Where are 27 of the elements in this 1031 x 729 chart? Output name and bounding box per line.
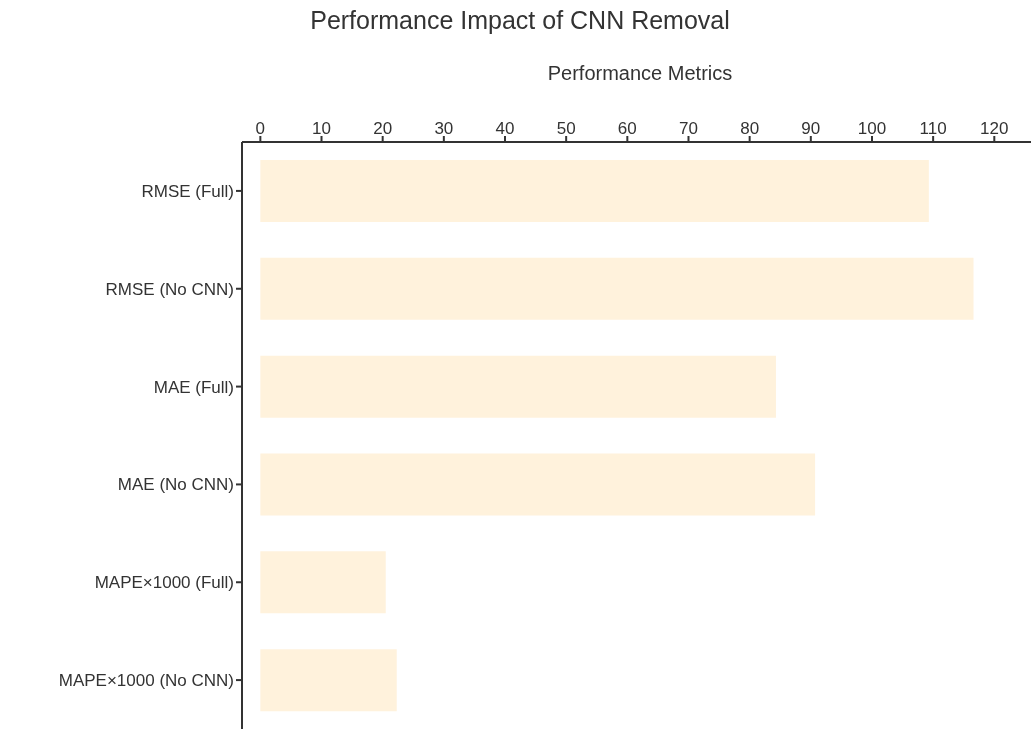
y-tick-label: MAPE×1000 (Full) [94,573,234,593]
x-tick-label: 90 [801,119,821,138]
bar [260,160,929,222]
x-tick-label: 30 [434,119,454,138]
chart-title: Performance Impact of CNN Removal [309,6,731,35]
x-tick-label: 50 [556,119,576,138]
bar [260,453,816,516]
y-tick-label: MAE (No CNN) [117,475,234,495]
x-tick-label: 80 [740,119,760,138]
y-tick-label: RMSE (Full) [141,181,234,201]
bar [260,355,776,418]
y-tick-label: MAE (Full) [153,377,234,397]
x-tick-label: 60 [617,119,637,138]
bar [260,257,974,320]
x-tick-label: 0 [255,119,266,138]
x-axis-title: Performance Metrics [546,62,734,85]
bar [260,551,386,614]
y-tick-label: MAPE×1000 (No CNN) [58,671,234,691]
x-tick-label: 20 [373,119,393,138]
x-tick-label: 10 [312,119,331,138]
bar [260,649,397,712]
x-tick-label: 110 [919,119,947,138]
y-tick-label: RMSE (No CNN) [105,279,234,299]
x-tick-label: 100 [857,119,887,138]
x-tick-label: 70 [679,119,698,138]
x-tick-label: 120 [980,119,1009,138]
x-tick-label: 40 [495,119,515,138]
